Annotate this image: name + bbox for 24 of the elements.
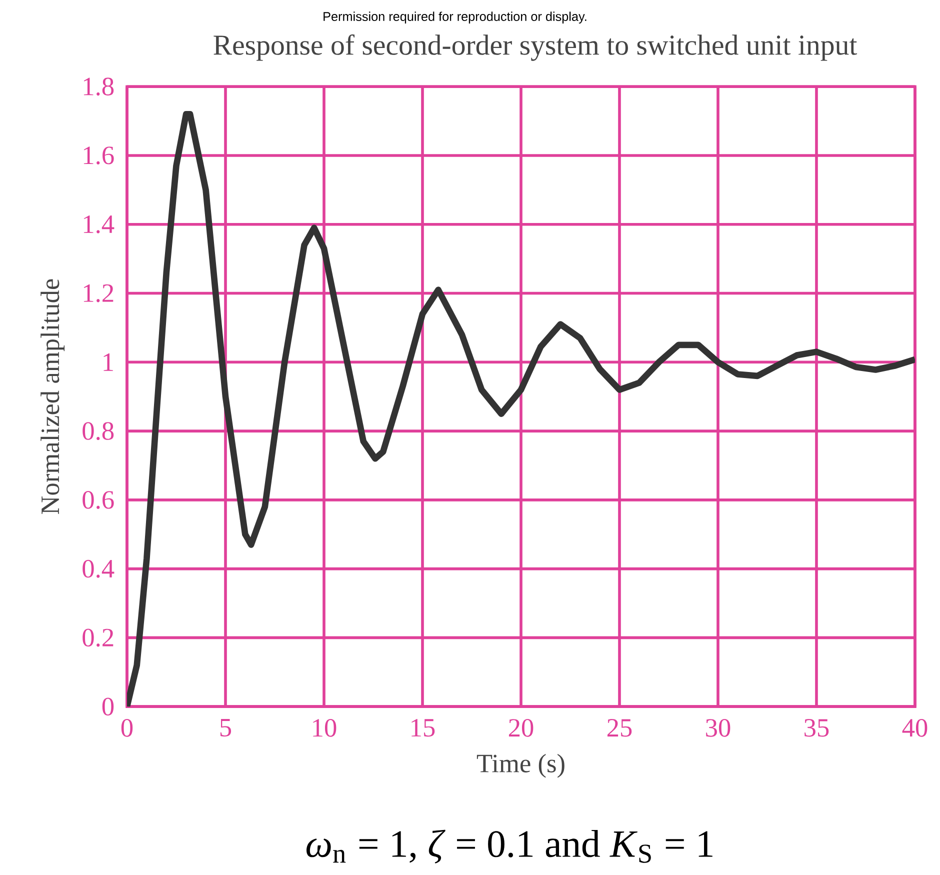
y-tick-label: 1.2 [84,284,114,302]
y-tick-label: 1.8 [84,78,114,96]
x-tick-label: 5 [220,718,232,736]
text: ω$_{n}$ = 1, ζ = 0.1 and K$_{S}$ = 1 [306,830,712,864]
x-tick-label: 10 [313,718,336,737]
x-tick-label: 15 [412,718,435,737]
y-tick-label: 0.8 [82,422,114,440]
y-tick-label: 0 [102,698,114,716]
y-tick-label: 0.6 [82,490,114,509]
y-axis-title: Normalized amplitude [40,279,65,514]
y-tick-label: 0.4 [82,560,114,578]
x-tick-label: 20 [508,718,534,737]
y-tick-label: 1 [104,353,113,371]
y-tick-label: 1.4 [84,215,114,234]
y-tick-label: 1.6 [84,146,114,164]
x-axis-title: Time (s) [476,754,564,778]
chart-title: Response of second-order system to switched unit input [214,34,858,61]
x-tick-label: 0 [121,718,133,737]
x-tick-label: 35 [804,718,829,737]
x-tick-label: 25 [607,718,632,737]
text: Permission required for reproduction or display. [324,12,586,24]
x-tick-label: 40 [902,718,928,737]
x-tick-label: 30 [706,718,730,737]
y-tick-label: 0.2 [82,628,114,647]
